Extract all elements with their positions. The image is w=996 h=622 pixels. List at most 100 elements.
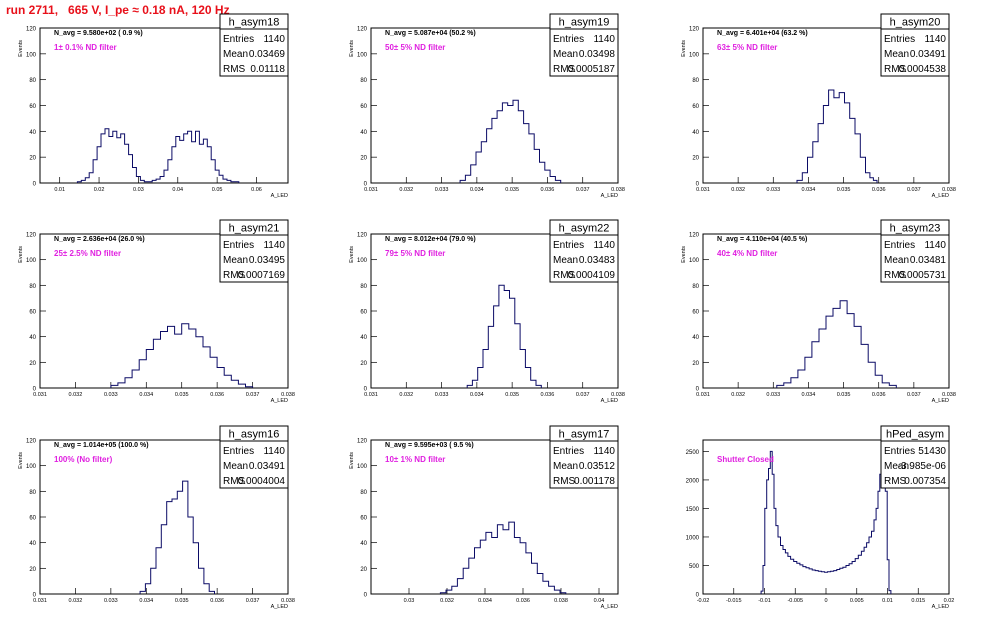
stats-value-mean: 0.03481 bbox=[910, 255, 947, 266]
x-axis-label: A_LED bbox=[601, 604, 618, 610]
y-tick-label: 60 bbox=[692, 310, 699, 316]
histogram-panel-h_asym22: 0 20 40 60 80 100 120 0.031 0.032 0.033 0.034 0.035… bbox=[349, 219, 625, 404]
y-axis-label: Events bbox=[349, 452, 355, 469]
filter-label: 50± 5% ND filter bbox=[385, 43, 445, 52]
x-tick-label: -0.005 bbox=[787, 598, 803, 604]
histogram-series bbox=[439, 521, 567, 594]
x-axis-label: A_LED bbox=[271, 604, 288, 610]
histogram-panel-h_asym19: 0 20 40 60 80 100 120 0.031 0.032 0.033 0.034 0.035… bbox=[349, 13, 625, 199]
filter-label: 1± 0.1% ND filter bbox=[54, 43, 117, 52]
stats-title: h_asym16 bbox=[229, 429, 280, 441]
x-tick-label: 0.034 bbox=[139, 392, 153, 398]
x-axis-label: A_LED bbox=[932, 398, 949, 404]
x-tick-label: 0.033 bbox=[104, 392, 118, 398]
x-tick-label: 0.036 bbox=[210, 598, 224, 604]
stats-value-mean: -3.985e-06 bbox=[898, 461, 947, 472]
stats-value-entries: 1140 bbox=[593, 34, 615, 45]
stats-value-mean: 0.03469 bbox=[249, 49, 286, 60]
y-tick-label: 100 bbox=[26, 258, 37, 264]
stats-value-rms: 0.001178 bbox=[574, 476, 615, 487]
y-tick-label: 2500 bbox=[686, 450, 700, 456]
y-axis-label: Events bbox=[18, 246, 24, 263]
x-axis-label: A_LED bbox=[601, 398, 618, 404]
x-tick-label: 0.034 bbox=[470, 392, 484, 398]
stats-label-rms: RMS bbox=[884, 64, 907, 75]
y-tick-label: 100 bbox=[357, 52, 368, 58]
stats-value-rms: 0.0004538 bbox=[899, 64, 947, 75]
stats-value-mean: 0.03498 bbox=[579, 49, 616, 60]
stats-title: h_asym20 bbox=[890, 17, 941, 29]
y-tick-label: 80 bbox=[29, 490, 36, 496]
stats-label-entries: Entries bbox=[884, 240, 915, 251]
x-tick-label: 0.034 bbox=[802, 392, 816, 398]
y-tick-label: 120 bbox=[357, 27, 368, 33]
stats-label-mean: Mean bbox=[884, 461, 909, 472]
y-tick-label: 100 bbox=[357, 258, 368, 264]
stats-label-mean: Mean bbox=[553, 49, 578, 60]
x-tick-label: 0.038 bbox=[942, 187, 956, 193]
stats-box bbox=[219, 13, 289, 77]
x-tick-label: 0.05 bbox=[212, 187, 223, 193]
stats-value-rms: 0.0005731 bbox=[899, 270, 947, 281]
stats-label-mean: Mean bbox=[884, 255, 909, 266]
stats-value-entries: 1140 bbox=[593, 240, 615, 251]
x-tick-label: 0.04 bbox=[594, 598, 605, 604]
y-tick-label: 80 bbox=[360, 284, 367, 290]
y-tick-label: 120 bbox=[26, 439, 37, 445]
x-axis-label: A_LED bbox=[271, 398, 288, 404]
x-tick-label: -0.01 bbox=[758, 598, 771, 604]
stats-label-entries: Entries bbox=[223, 446, 254, 457]
stats-value-entries: 1140 bbox=[263, 240, 285, 251]
x-tick-label: 0.036 bbox=[872, 392, 886, 398]
stats-title: h_asym17 bbox=[559, 429, 610, 441]
x-tick-label: 0.031 bbox=[364, 187, 378, 193]
x-tick-label: 0.032 bbox=[731, 187, 745, 193]
y-tick-label: 60 bbox=[360, 310, 367, 316]
stats-title: h_asym18 bbox=[229, 17, 280, 29]
y-tick-label: 0 bbox=[364, 387, 368, 393]
stats-label-entries: Entries bbox=[884, 34, 915, 45]
stats-value-rms: 0.007354 bbox=[904, 476, 946, 487]
y-tick-label: 40 bbox=[692, 335, 699, 341]
y-tick-label: 80 bbox=[360, 490, 367, 496]
y-axis-label: Events bbox=[349, 246, 355, 263]
filter-label: 63± 5% ND filter bbox=[717, 43, 777, 52]
stats-box bbox=[219, 425, 289, 489]
stats-value-mean: 0.03491 bbox=[249, 461, 286, 472]
x-tick-label: 0.036 bbox=[541, 187, 555, 193]
x-tick-label: 0.035 bbox=[505, 392, 519, 398]
histogram-panel-h_asym21: 0 20 40 60 80 100 120 0.031 0.032 0.033 0.034 0.035… bbox=[18, 219, 295, 404]
x-tick-label: 0.033 bbox=[104, 598, 118, 604]
stats-value-rms: 0.0005187 bbox=[568, 64, 616, 75]
stats-title: h_asym19 bbox=[559, 17, 610, 29]
x-tick-label: 0.038 bbox=[281, 598, 295, 604]
x-tick-label: 0.06 bbox=[251, 187, 262, 193]
y-tick-label: 20 bbox=[360, 361, 367, 367]
y-tick-label: 20 bbox=[29, 567, 36, 573]
y-tick-label: 0 bbox=[696, 182, 700, 188]
x-axis-label: A_LED bbox=[601, 193, 618, 199]
y-tick-label: 100 bbox=[26, 52, 37, 58]
x-tick-label: 0.037 bbox=[576, 187, 590, 193]
x-tick-label: 0.04 bbox=[172, 187, 183, 193]
y-tick-label: 80 bbox=[29, 284, 36, 290]
stats-value-rms: 0.0004004 bbox=[238, 476, 286, 487]
y-tick-label: 40 bbox=[360, 335, 367, 341]
histogram-panel-h_asym18: 0 20 40 60 80 100 120 0.01 0.02 0.03 0.04 0.05 0.06 A… bbox=[18, 13, 289, 199]
x-tick-label: 0.037 bbox=[907, 187, 921, 193]
x-tick-label: 0.037 bbox=[246, 598, 260, 604]
y-tick-label: 60 bbox=[360, 516, 367, 522]
y-axis-label: Events bbox=[681, 246, 687, 263]
stats-label-rms: RMS bbox=[223, 64, 246, 75]
y-tick-label: 0 bbox=[364, 182, 368, 188]
stats-label-mean: Mean bbox=[553, 461, 578, 472]
y-tick-label: 0 bbox=[33, 182, 37, 188]
y-tick-label: 20 bbox=[360, 156, 367, 162]
filter-label: 10± 1% ND filter bbox=[385, 455, 445, 464]
histogram-panel-h_asym23: 0 20 40 60 80 100 120 0.031 0.032 0.033 0.034 0.035… bbox=[681, 219, 956, 404]
y-tick-label: 20 bbox=[29, 361, 36, 367]
x-tick-label: 0.036 bbox=[541, 392, 555, 398]
histogram-series bbox=[760, 450, 892, 594]
y-tick-label: 60 bbox=[29, 310, 36, 316]
y-tick-label: 20 bbox=[692, 361, 699, 367]
